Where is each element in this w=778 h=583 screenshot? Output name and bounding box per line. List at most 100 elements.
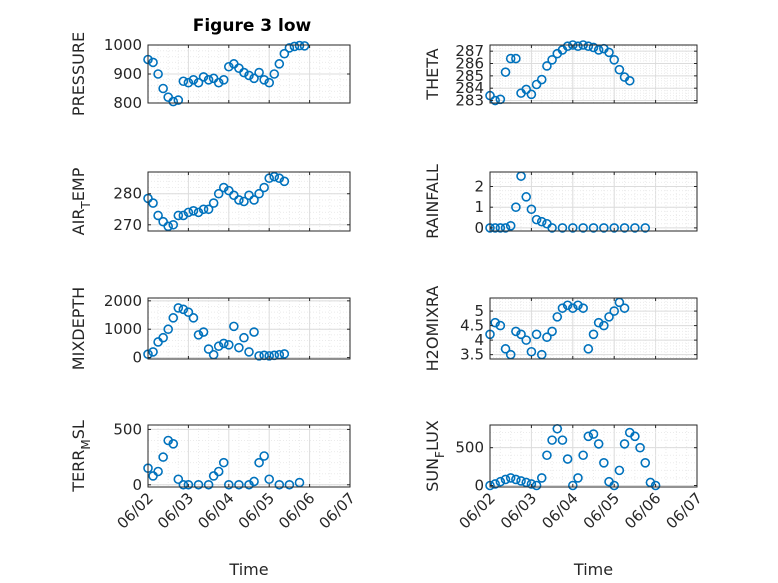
data-point (526, 89, 537, 100)
y-tick-label: 3.5 (460, 346, 484, 364)
data-point (158, 332, 168, 343)
data-point (536, 473, 547, 483)
data-point (619, 439, 630, 449)
data-point (213, 188, 224, 199)
data-point (531, 79, 542, 90)
data-point (516, 329, 526, 340)
x-tick-label: 06/05 (580, 489, 623, 532)
data-point (254, 67, 264, 78)
data-point (511, 202, 521, 212)
data-point (583, 41, 594, 52)
data-point (264, 351, 275, 361)
data-point (557, 223, 568, 233)
data-point (521, 477, 532, 488)
data-point (573, 473, 583, 483)
x-tick-label: 06/04 (194, 489, 237, 532)
data-point (244, 347, 254, 357)
data-point (562, 454, 573, 464)
data-point (234, 342, 244, 353)
y-axis-label: TERRMSL (69, 420, 93, 493)
data-point (588, 223, 599, 233)
data-point (178, 76, 189, 87)
data-point (284, 43, 295, 53)
data-point (294, 40, 305, 51)
data-point (650, 480, 661, 491)
data-point (588, 329, 599, 340)
data-point (218, 338, 229, 349)
data-point (193, 77, 204, 88)
data-point (578, 450, 588, 461)
data-point (614, 465, 625, 476)
subplot-pressure: 800 900 1000 PRESSURE (69, 32, 351, 116)
data-point (573, 41, 583, 52)
subplot-rainfall: 0 1 2 RAINFALL (423, 164, 698, 239)
data-point (213, 466, 224, 477)
grid (489, 172, 698, 231)
data-point (490, 479, 500, 489)
grid (147, 298, 351, 359)
data-point (531, 480, 542, 491)
data-point (593, 317, 604, 328)
data-point (583, 431, 594, 442)
data-point (593, 45, 604, 55)
x-axis-label: Time (228, 560, 268, 579)
data-point (521, 192, 532, 202)
x-tick-label: 06/06 (621, 489, 664, 532)
data-point (500, 223, 511, 233)
data-point (505, 221, 516, 231)
x-axis-label: Time (573, 560, 613, 579)
data-point (269, 171, 280, 182)
data-point (500, 344, 511, 354)
data-point (500, 67, 511, 77)
data-point (168, 313, 179, 323)
x-tick-label: 06/02 (456, 489, 499, 532)
data-point (495, 223, 506, 233)
figure-title: Figure 3 low (193, 16, 312, 36)
data-point (609, 306, 620, 316)
data-point (547, 326, 557, 337)
plot-area (490, 45, 697, 103)
data-point (173, 95, 184, 105)
data-point (198, 72, 209, 82)
series-sun_flux (485, 423, 661, 491)
data-point (578, 303, 588, 313)
data-point (269, 69, 280, 79)
data-point (203, 344, 214, 354)
data-point (234, 479, 244, 490)
series-air_temp (143, 171, 290, 232)
data-point (274, 59, 285, 69)
series-rainfall (485, 171, 651, 233)
data-point (193, 330, 204, 340)
x-tick-label: 06/03 (497, 489, 540, 532)
data-point (234, 195, 244, 205)
data-point (229, 321, 239, 332)
x-tick-label: 06/05 (235, 489, 278, 532)
data-point (583, 344, 594, 354)
data-point (289, 41, 300, 52)
data-point (609, 55, 620, 65)
y-tick-label: 1 (474, 198, 484, 216)
data-point (526, 204, 537, 215)
data-point (259, 75, 269, 85)
data-point (505, 53, 516, 64)
data-point (521, 84, 532, 95)
data-point (198, 204, 209, 215)
data-point (213, 77, 224, 88)
y-tick-label: 4.5 (460, 317, 484, 335)
data-point (521, 335, 532, 345)
data-point (284, 479, 295, 490)
grid (489, 298, 698, 359)
y-axis-label: SUNFLUX (423, 420, 447, 492)
y-tick-label: 283 (455, 92, 484, 110)
data-point (511, 326, 521, 337)
data-point (213, 341, 224, 352)
data-point (495, 320, 506, 331)
data-point (203, 204, 214, 215)
data-point (198, 327, 209, 337)
data-point (578, 223, 588, 233)
data-point (163, 324, 173, 335)
data-point (218, 457, 229, 468)
y-tick-label: 285 (455, 67, 484, 85)
data-point (173, 474, 184, 485)
